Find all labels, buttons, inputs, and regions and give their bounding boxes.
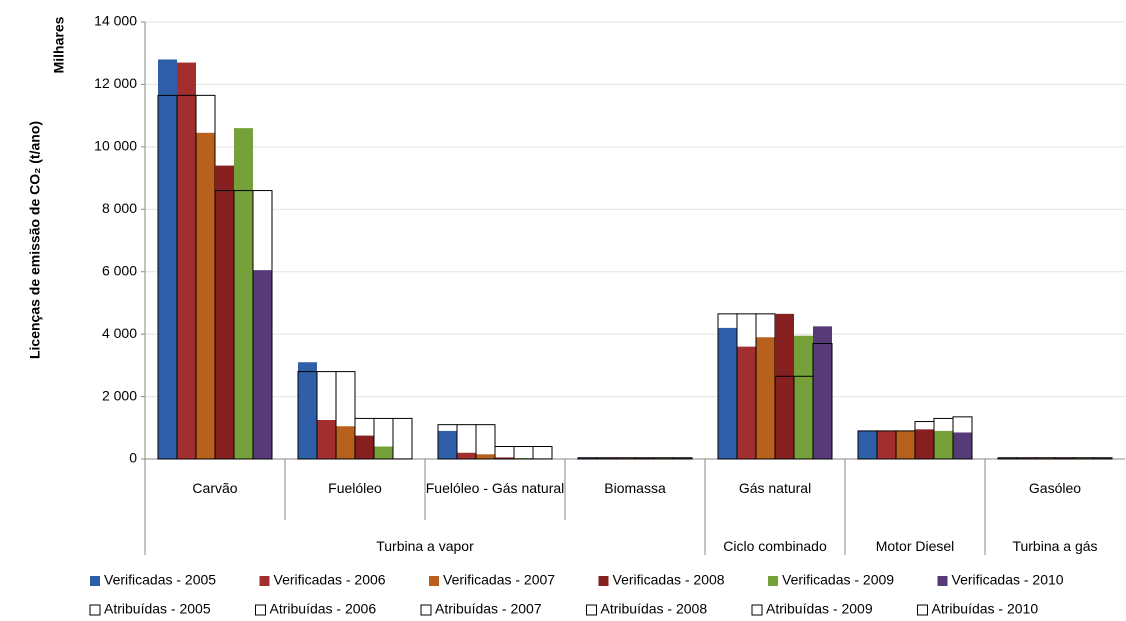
bar-verified <box>915 429 934 459</box>
legend-swatch <box>751 604 763 616</box>
y-tick-label: 14 000 <box>94 13 137 29</box>
bar-verified <box>196 132 215 459</box>
bar-verified <box>896 430 915 459</box>
bar-verified <box>495 457 514 459</box>
legend-swatch <box>420 604 432 616</box>
legend-label: Verificadas - 2007 <box>443 572 555 588</box>
bar-verified <box>457 452 476 459</box>
legend-label: Verificadas - 2009 <box>782 572 894 588</box>
x-tick-label: Gasóleo <box>1028 480 1082 496</box>
y-unit-label: Milhares <box>51 16 67 73</box>
x-tick-label: Biomassa <box>604 480 666 496</box>
bar-verified <box>336 426 355 459</box>
bar-allocated <box>533 446 552 459</box>
bar-verified <box>374 446 393 459</box>
bar-allocated-outline <box>392 417 413 460</box>
bar-allocated-outline <box>532 446 553 460</box>
group-label: Turbina a vapor <box>376 538 474 554</box>
bar-verified <box>794 335 813 459</box>
bar-allocated <box>495 446 514 459</box>
bar-verified <box>775 313 794 459</box>
bar-verified <box>858 430 877 459</box>
bar-verified <box>953 432 972 459</box>
y-tick-label: 6 000 <box>102 262 137 278</box>
legend-swatch <box>937 576 948 586</box>
bar-allocated-outline <box>1092 457 1113 460</box>
bar-verified <box>177 62 196 459</box>
bar-verified <box>317 419 336 459</box>
legend-label: Atribuídas - 2008 <box>601 601 708 617</box>
bar-allocated-outline <box>335 371 356 460</box>
bar-verified <box>813 326 832 459</box>
bar-verified <box>718 327 737 459</box>
legend-swatch <box>259 576 270 586</box>
legend-swatch <box>90 576 100 586</box>
legend-label: Atribuídas - 2005 <box>104 601 211 617</box>
legend-swatch <box>255 604 266 616</box>
y-tick-label: 8 000 <box>102 200 137 216</box>
bar-allocated <box>514 446 533 459</box>
bar-verified <box>253 270 272 459</box>
y-tick-label: 0 <box>129 450 137 466</box>
y-tick-label: 2 000 <box>102 387 137 403</box>
bar-verified <box>215 165 234 460</box>
group-label: Turbina a gás <box>1012 538 1098 554</box>
bar-allocated-outline <box>672 457 693 460</box>
legend-label: Verificadas - 2010 <box>952 572 1064 588</box>
legend-swatch <box>598 576 609 586</box>
bar-verified <box>158 59 177 459</box>
legend-label: Verificadas - 2005 <box>104 572 216 588</box>
x-tick-label: Fuelóleo - Gás natural <box>425 480 565 496</box>
legend-swatch <box>89 604 101 616</box>
legend-swatch <box>768 576 778 586</box>
x-tick-label: Gás natural <box>738 480 812 496</box>
legend-label: Atribuídas - 2006 <box>270 601 377 617</box>
legend-label: Atribuídas - 2009 <box>766 601 873 617</box>
legend-label: Atribuídas - 2007 <box>435 601 542 617</box>
bar-verified <box>355 435 374 459</box>
bar-allocated-outline <box>475 424 496 460</box>
x-tick-label: Carvão <box>192 480 238 496</box>
legend-swatch <box>586 604 597 616</box>
group-label: Ciclo combinado <box>723 538 827 554</box>
legend-label: Verificadas - 2006 <box>274 572 386 588</box>
y-tick-label: 4 000 <box>102 325 137 341</box>
bar-allocated <box>476 424 495 459</box>
bar-allocated-outline <box>952 416 973 460</box>
bar-verified <box>756 337 775 459</box>
bar-verified <box>476 454 495 459</box>
y-axis-title: Licenças de emissão de CO₂ (t/ano) <box>27 121 43 359</box>
x-tick-label: Fuelóleo <box>328 480 382 496</box>
legend-label: Atribuídas - 2010 <box>932 601 1039 617</box>
bar-verified <box>438 430 457 459</box>
legend-swatch <box>917 604 928 616</box>
bar-allocated <box>393 418 412 459</box>
bar-verified <box>877 430 896 459</box>
bar-allocated <box>457 424 476 459</box>
bar-verified <box>298 362 317 459</box>
bar-verified <box>934 430 953 459</box>
y-tick-label: 12 000 <box>94 75 137 91</box>
y-tick-label: 10 000 <box>94 138 137 154</box>
legend-label: Verificadas - 2008 <box>613 572 725 588</box>
bar-verified <box>234 128 253 459</box>
bar-verified <box>737 346 756 459</box>
bar-allocated-outline <box>812 343 833 460</box>
group-label: Motor Diesel <box>875 538 955 554</box>
bar-allocated-outline <box>252 190 273 460</box>
legend-swatch <box>429 576 439 586</box>
